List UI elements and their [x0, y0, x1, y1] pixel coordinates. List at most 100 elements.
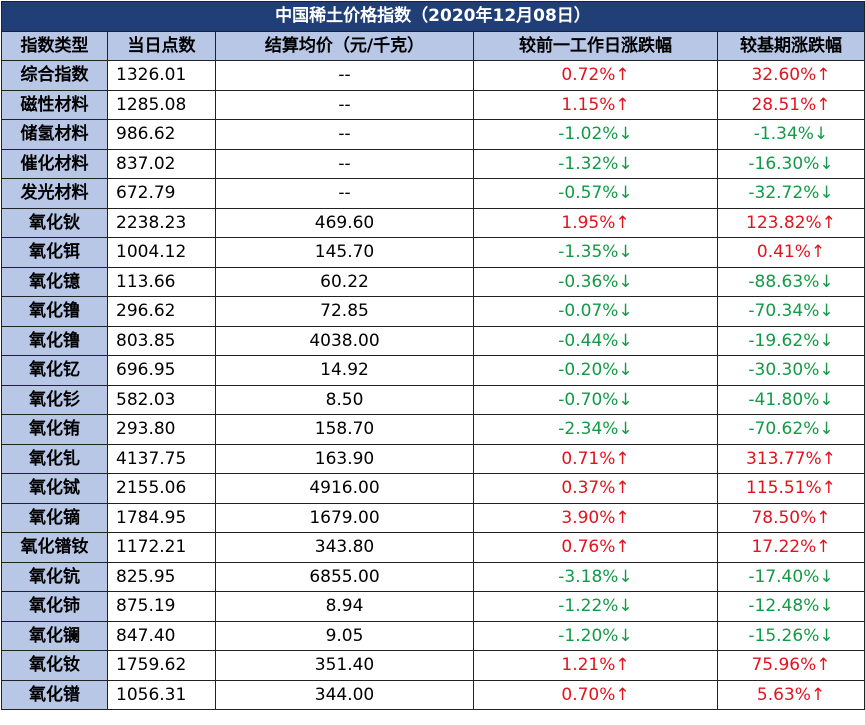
- base-change-cell: -70.62%↓: [717, 414, 865, 445]
- day-change-cell: -0.57%↓: [473, 178, 718, 209]
- avg-price-cell: 9.05: [215, 620, 474, 651]
- points-cell: 1784.95: [107, 502, 216, 533]
- avg-price-cell: 60.22: [215, 266, 474, 297]
- index-type-cell: 氧化镨钕: [1, 532, 108, 563]
- points-cell: 803.85: [107, 325, 216, 356]
- points-cell: 825.95: [107, 561, 216, 592]
- base-change-cell: -32.72%↓: [717, 178, 865, 209]
- table-row: 氧化镝 1784.95 1679.00 3.90%↑ 78.50%↑: [1, 502, 865, 533]
- day-change-cell: -1.02%↓: [473, 119, 718, 150]
- index-type-cell: 催化材料: [1, 148, 108, 179]
- table-row: 氧化铕 293.80 158.70 -2.34%↓ -70.62%↓: [1, 414, 865, 445]
- title-row: 中国稀土价格指数（2020年12月08日）: [1, 1, 865, 32]
- base-change-cell: -1.34%↓: [717, 119, 865, 150]
- header-row: 指数类型 当日点数 结算均价（元/千克） 较前一工作日涨跌幅 较基期涨跌幅: [1, 30, 865, 61]
- base-change-cell: 5.63%↑: [717, 679, 865, 710]
- index-type-cell: 氧化钕: [1, 650, 108, 681]
- avg-price-cell: 351.40: [215, 650, 474, 681]
- day-change-cell: -0.44%↓: [473, 325, 718, 356]
- points-cell: 582.03: [107, 384, 216, 415]
- base-change-cell: -41.80%↓: [717, 384, 865, 415]
- points-cell: 696.95: [107, 355, 216, 386]
- base-change-cell: -12.48%↓: [717, 591, 865, 622]
- day-change-cell: 1.95%↑: [473, 207, 718, 238]
- base-change-cell: -16.30%↓: [717, 148, 865, 179]
- day-change-cell: -3.18%↓: [473, 561, 718, 592]
- base-change-cell: 28.51%↑: [717, 89, 865, 120]
- table-row: 氧化镥 296.62 72.85 -0.07%↓ -70.34%↓: [1, 296, 865, 327]
- index-type-cell: 综合指数: [1, 60, 108, 91]
- avg-price-cell: 8.50: [215, 384, 474, 415]
- points-cell: 1056.31: [107, 679, 216, 710]
- index-type-cell: 氧化镥: [1, 296, 108, 327]
- points-cell: 293.80: [107, 414, 216, 445]
- avg-price-cell: 343.80: [215, 532, 474, 563]
- avg-price-cell: 72.85: [215, 296, 474, 327]
- points-cell: 986.62: [107, 119, 216, 150]
- avg-price-cell: 145.70: [215, 237, 474, 268]
- header-day-change: 较前一工作日涨跌幅: [473, 30, 718, 61]
- points-cell: 296.62: [107, 296, 216, 327]
- table-row: 氧化钪 825.95 6855.00 -3.18%↓ -17.40%↓: [1, 561, 865, 592]
- base-change-cell: 123.82%↑: [717, 207, 865, 238]
- index-type-cell: 氧化钇: [1, 355, 108, 386]
- index-type-cell: 氧化钐: [1, 384, 108, 415]
- index-type-cell: 氧化铒: [1, 237, 108, 268]
- table-row: 氧化铈 875.19 8.94 -1.22%↓ -12.48%↓: [1, 591, 865, 622]
- table-row: 氧化镥 803.85 4038.00 -0.44%↓ -19.62%↓: [1, 325, 865, 356]
- day-change-cell: 0.76%↑: [473, 532, 718, 563]
- table-row: 综合指数 1326.01 -- 0.72%↑ 32.60%↑: [1, 60, 865, 91]
- day-change-cell: 3.90%↑: [473, 502, 718, 533]
- day-change-cell: -1.32%↓: [473, 148, 718, 179]
- avg-price-cell: --: [215, 178, 474, 209]
- avg-price-cell: 8.94: [215, 591, 474, 622]
- base-change-cell: -88.63%↓: [717, 266, 865, 297]
- points-cell: 672.79: [107, 178, 216, 209]
- table-row: 氧化钐 582.03 8.50 -0.70%↓ -41.80%↓: [1, 384, 865, 415]
- avg-price-cell: 1679.00: [215, 502, 474, 533]
- day-change-cell: -1.20%↓: [473, 620, 718, 651]
- points-cell: 1326.01: [107, 60, 216, 91]
- avg-price-cell: 158.70: [215, 414, 474, 445]
- table-row: 氧化钬 2238.23 469.60 1.95%↑ 123.82%↑: [1, 207, 865, 238]
- points-cell: 847.40: [107, 620, 216, 651]
- points-cell: 1285.08: [107, 89, 216, 120]
- day-change-cell: -2.34%↓: [473, 414, 718, 445]
- base-change-cell: -15.26%↓: [717, 620, 865, 651]
- points-cell: 2238.23: [107, 207, 216, 238]
- table-row: 氧化铽 2155.06 4916.00 0.37%↑ 115.51%↑: [1, 473, 865, 504]
- day-change-cell: 0.72%↑: [473, 60, 718, 91]
- index-type-cell: 氧化铽: [1, 473, 108, 504]
- index-type-cell: 氧化镧: [1, 620, 108, 651]
- header-points: 当日点数: [107, 30, 216, 61]
- avg-price-cell: --: [215, 60, 474, 91]
- base-change-cell: 75.96%↑: [717, 650, 865, 681]
- header-base-change: 较基期涨跌幅: [717, 30, 865, 61]
- day-change-cell: -0.20%↓: [473, 355, 718, 386]
- points-cell: 1172.21: [107, 532, 216, 563]
- day-change-cell: -0.07%↓: [473, 296, 718, 327]
- index-type-cell: 发光材料: [1, 178, 108, 209]
- day-change-cell: 0.70%↑: [473, 679, 718, 710]
- day-change-cell: 1.15%↑: [473, 89, 718, 120]
- index-type-cell: 氧化镥: [1, 325, 108, 356]
- day-change-cell: -1.22%↓: [473, 591, 718, 622]
- avg-price-cell: 4038.00: [215, 325, 474, 356]
- header-avg-price: 结算均价（元/千克）: [215, 30, 474, 61]
- avg-price-cell: 344.00: [215, 679, 474, 710]
- index-type-cell: 氧化铈: [1, 591, 108, 622]
- base-change-cell: -19.62%↓: [717, 325, 865, 356]
- points-cell: 4137.75: [107, 443, 216, 474]
- index-type-cell: 氧化镨: [1, 679, 108, 710]
- day-change-cell: 0.71%↑: [473, 443, 718, 474]
- day-change-cell: -1.35%↓: [473, 237, 718, 268]
- index-type-cell: 氧化镝: [1, 502, 108, 533]
- table-row: 氧化镱 113.66 60.22 -0.36%↓ -88.63%↓: [1, 266, 865, 297]
- base-change-cell: 17.22%↑: [717, 532, 865, 563]
- base-change-cell: -70.34%↓: [717, 296, 865, 327]
- index-type-cell: 氧化铕: [1, 414, 108, 445]
- base-change-cell: 115.51%↑: [717, 473, 865, 504]
- table-row: 氧化铒 1004.12 145.70 -1.35%↓ 0.41%↑: [1, 237, 865, 268]
- table-row: 发光材料 672.79 -- -0.57%↓ -32.72%↓: [1, 178, 865, 209]
- points-cell: 1759.62: [107, 650, 216, 681]
